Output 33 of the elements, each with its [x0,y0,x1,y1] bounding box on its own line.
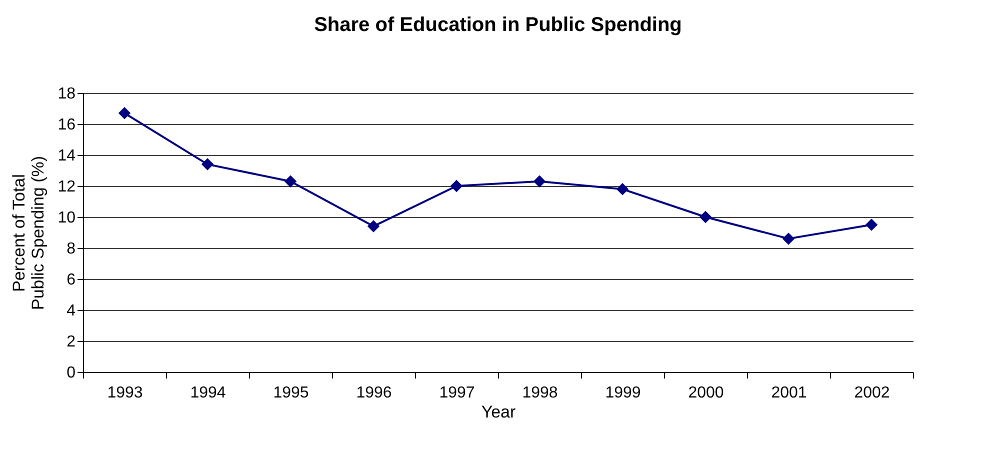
x-axis-title: Year [481,402,516,422]
point [865,218,878,231]
y-tick-label: 18 [58,86,76,102]
y-tick-label: 10 [58,210,76,226]
x-tick-label: 2002 [854,384,890,402]
chart-title: Share of Education in Public Spending [314,14,682,36]
y-tick-label: 6 [66,272,76,288]
y-tick-label: 12 [58,178,76,196]
x-tick-label: 1996 [356,384,392,402]
point [118,107,131,120]
point [284,175,297,188]
y-tick-label: 2 [66,334,76,350]
x-tick-label: 2000 [688,384,724,402]
x-tick-label: 1998 [522,384,558,402]
y-tick-label: 14 [58,148,76,164]
y-tick-label: 0 [66,364,76,382]
point [533,175,546,188]
x-tick-label: 1993 [107,384,143,402]
point [699,210,712,224]
y-tick-label: 16 [58,116,76,134]
x-tick-label: 2001 [771,384,807,402]
x-tick-label: 1994 [190,384,226,402]
point [450,180,463,192]
x-tick-label: 1997 [439,384,475,402]
y-axis-title: Percent of Total Public Spending (%) [10,156,48,310]
y-tick-label: 4 [66,302,76,320]
x-tick-label: 1995 [273,384,309,402]
point [616,182,629,196]
point [782,232,795,245]
x-tick-label: 1999 [605,384,641,402]
point [201,158,214,170]
point [367,220,380,232]
y-tick-label: 8 [66,240,76,258]
